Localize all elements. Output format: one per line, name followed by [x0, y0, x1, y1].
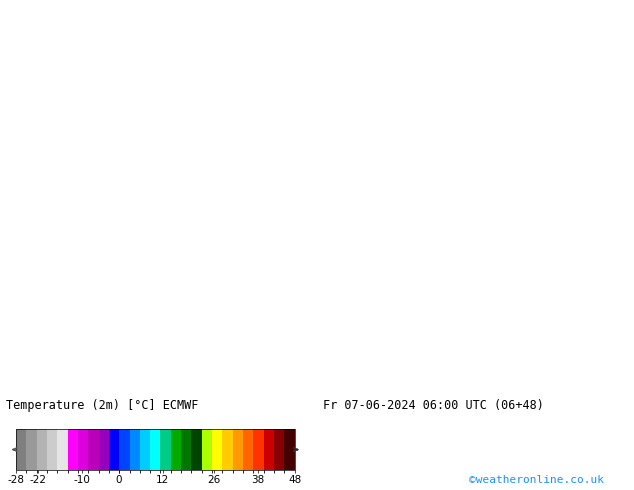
Text: Fr 07-06-2024 06:00 UTC (06+48): Fr 07-06-2024 06:00 UTC (06+48) — [323, 398, 544, 412]
Text: ©weatheronline.co.uk: ©weatheronline.co.uk — [469, 475, 604, 485]
Text: Temperature (2m) [°C] ECMWF: Temperature (2m) [°C] ECMWF — [6, 398, 198, 412]
